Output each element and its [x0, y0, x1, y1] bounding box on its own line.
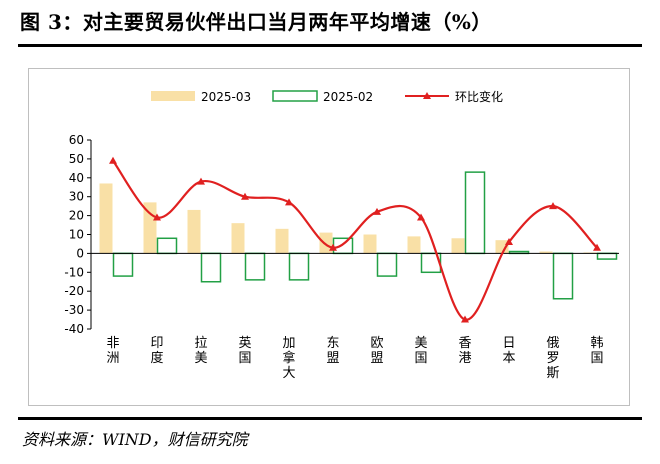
bar-2025-03 [275, 228, 289, 254]
bar-2025-03 [231, 223, 245, 254]
y-tick-label: 40 [69, 171, 84, 185]
legend-swatch-2025-03 [151, 91, 195, 101]
line-point-marker [461, 315, 469, 323]
line-point-marker [549, 202, 557, 210]
y-tick-label: -30 [64, 303, 84, 317]
bar-2025-03 [99, 183, 113, 254]
bar-2025-02 [112, 252, 134, 277]
chart-title: 图 3：对主要贸易伙伴出口当月两年平均增速（%） [20, 10, 492, 34]
bar-2025-03 [363, 234, 377, 254]
line-point-marker [285, 198, 293, 206]
line-point-marker [593, 243, 601, 251]
footer-rule [18, 417, 642, 420]
bar-2025-02 [156, 237, 178, 255]
y-tick-label: -10 [64, 265, 84, 279]
x-tick-label: 韩国 [590, 336, 603, 366]
line-point-marker [329, 243, 337, 251]
source-note: 资料来源：WIND，财信研究院 [22, 430, 248, 449]
line-point-marker [373, 207, 381, 215]
bar-2025-03 [451, 238, 465, 254]
legend-label-2025-02: 2025-02 [323, 90, 373, 104]
x-tick-label: 英国 [238, 336, 251, 366]
bar-2025-03 [187, 209, 201, 254]
line-point-marker [197, 177, 205, 185]
x-tick-label: 日本 [502, 336, 515, 366]
bar-2025-02 [288, 252, 310, 281]
x-tick-label: 印度 [150, 336, 163, 366]
bar-2025-02 [376, 252, 398, 277]
y-tick-label: 50 [69, 152, 84, 166]
x-tick-label: 欧盟 [370, 336, 383, 366]
bar-2025-02 [332, 237, 354, 255]
legend-marker-hbbh [423, 92, 431, 99]
y-tick-label: 30 [69, 190, 84, 204]
bar-2025-02 [200, 252, 222, 283]
bar-2025-03 [539, 251, 553, 254]
chart-frame: 60 50 40 30 20 10 0 -10 -20 -30 -40 非洲 印度 拉美 英国 加拿大 东盟 欧盟… [28, 68, 630, 406]
y-tick-label: 60 [69, 133, 84, 147]
bar-2025-02 [596, 252, 618, 260]
y-tick-label: 10 [69, 228, 84, 242]
line-point-marker [505, 238, 513, 246]
x-tick-label: 非洲 [106, 336, 119, 366]
title-rule [18, 44, 642, 47]
bar-2025-03 [407, 236, 421, 254]
x-tick-label: 加拿大 [282, 336, 295, 381]
line-point-marker [109, 156, 117, 164]
x-tick-label: 美国 [414, 336, 427, 366]
x-tick-label: 拉美 [194, 336, 207, 366]
chart-svg: 60 50 40 30 20 10 0 -10 -20 -30 -40 非洲 印度 拉美 英国 加拿大 东盟 欧盟… [64, 89, 619, 381]
y-tick-label: -40 [64, 322, 84, 336]
y-tick-label: 20 [69, 209, 84, 223]
x-tick-label: 东盟 [326, 336, 339, 366]
bar-2025-02 [244, 252, 266, 281]
line-point-marker [241, 192, 249, 200]
line-series-hbbh [112, 160, 598, 321]
legend-swatch-2025-02 [272, 90, 318, 102]
y-tick-label: -20 [64, 284, 84, 298]
bar-2025-02 [464, 171, 486, 255]
x-tick-label: 香港 [458, 336, 471, 366]
bar-2025-02 [552, 252, 574, 300]
line-point-marker [153, 213, 161, 221]
legend-label-hbbh: 环比变化 [455, 89, 503, 104]
y-tick-label: 0 [76, 246, 84, 260]
bar-2025-03 [319, 232, 333, 254]
line-point-marker [417, 213, 425, 221]
x-tick-label: 俄罗斯 [546, 336, 559, 381]
legend-label-2025-03: 2025-03 [201, 90, 251, 104]
